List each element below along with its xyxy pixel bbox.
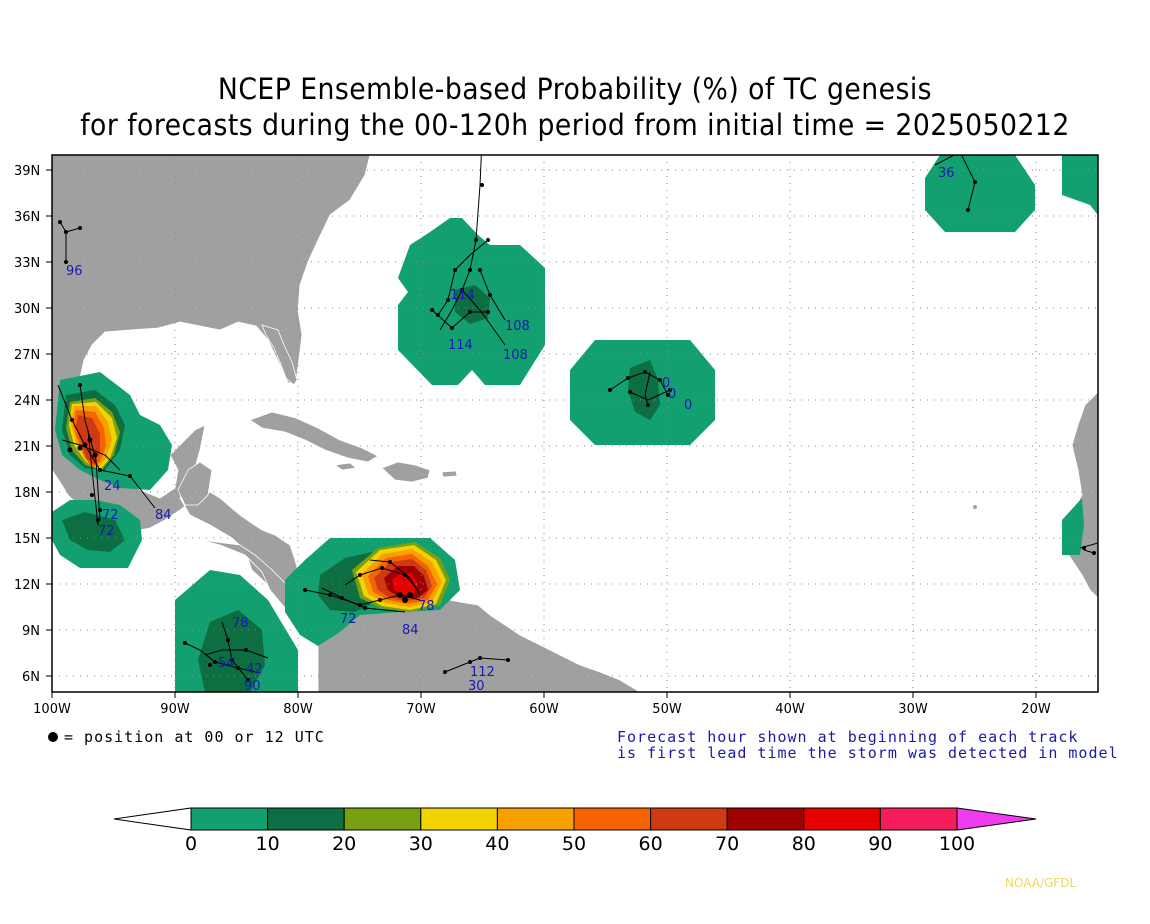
land-yucatan	[177, 461, 213, 506]
colorbar-segment	[879, 807, 958, 831]
hour-label: 54	[218, 656, 235, 671]
lat-label: 33N	[14, 256, 40, 271]
lon-label: 80W	[283, 702, 313, 717]
prob-region-ne-atlantic-10	[925, 155, 1035, 232]
colorbar-segment	[190, 807, 269, 831]
colorbar-label: 30	[409, 833, 433, 855]
lat-label: 15N	[14, 532, 40, 547]
land-canary-islands	[973, 505, 977, 509]
land-hispaniola	[381, 461, 431, 483]
lon-label: 20W	[1021, 702, 1051, 717]
map-frame	[51, 154, 1099, 693]
land-jamaica	[333, 462, 357, 471]
lat-label: 36N	[14, 210, 40, 225]
forecast-note-line2: is first lead time the storm was detecte…	[617, 744, 1119, 762]
colorbar-segment	[650, 807, 728, 831]
colorbar: 0 10 20 30 40 50 60 70 80 90 100	[113, 807, 1037, 855]
colorbar-label: 80	[792, 833, 816, 855]
colorbar-segment	[420, 807, 498, 831]
hour-label: 72	[340, 612, 357, 627]
colorbar-label: 40	[485, 833, 509, 855]
hour-label: 112	[470, 665, 495, 680]
lon-label: 30W	[898, 702, 928, 717]
colorbar-label: 90	[868, 833, 892, 855]
map-content: 96 24 84 72 72 114 108 114 108 0 0 0 36 …	[52, 155, 1098, 694]
lat-label: 12N	[14, 578, 40, 593]
hour-label: 78	[418, 599, 435, 614]
land-florida	[261, 324, 298, 386]
lat-label: 39N	[14, 164, 40, 179]
lon-label: 70W	[406, 702, 436, 717]
colorbar-segment	[267, 807, 345, 831]
hour-label: 114	[448, 338, 473, 353]
credit-label: NOAA/GFDL	[1005, 876, 1077, 890]
colorbar-label: 0	[185, 833, 197, 855]
chart-title-line1: NCEP Ensemble-based Probability (%) of T…	[217, 72, 933, 106]
hour-label: 78	[232, 616, 249, 631]
prob-region-natl-20	[455, 285, 490, 324]
lat-label: 30N	[14, 302, 40, 317]
colorbar-label: 10	[256, 833, 280, 855]
colorbar-segment	[726, 807, 805, 831]
colorbar-label: 70	[715, 833, 739, 855]
lon-label: 60W	[529, 702, 559, 717]
lon-label: 90W	[160, 702, 190, 717]
hour-label: 84	[155, 508, 172, 523]
colorbar-label: 60	[639, 833, 663, 855]
colorbar-segment	[496, 807, 575, 831]
track-position-dots	[58, 180, 1096, 682]
lat-label: 9N	[22, 624, 40, 639]
colorbar-label: 100	[939, 833, 975, 855]
prob-region-mexico-pacific-20	[62, 512, 125, 552]
lat-label: 6N	[22, 670, 40, 685]
lat-label: 27N	[14, 348, 40, 363]
forecast-note-line1: Forecast hour shown at beginning of each…	[617, 728, 1079, 746]
hour-label: 72	[98, 524, 115, 539]
hour-label: 0	[662, 376, 670, 391]
lon-label: 100W	[33, 702, 71, 717]
prob-region-carib-90	[392, 572, 418, 595]
hour-label: 0	[668, 387, 676, 402]
legend-position-dot	[48, 732, 58, 742]
hour-label: 96	[66, 264, 83, 279]
colorbar-label: 20	[332, 833, 356, 855]
latitude-axis: 39N 36N 33N 30N 27N 24N 21N 18N 15N 12N …	[14, 164, 52, 685]
longitude-axis: 100W 90W 80W 70W 60W 50W 40W 30W 20W	[33, 692, 1051, 717]
hour-label: 90	[244, 679, 261, 694]
colorbar-right-arrow	[956, 807, 1037, 831]
lon-label: 50W	[652, 702, 682, 717]
hour-label: 108	[505, 319, 530, 334]
hour-label: 114	[450, 288, 475, 303]
legend-position-note: = position at 00 or 12 UTC	[64, 728, 325, 746]
lat-label: 18N	[14, 486, 40, 501]
lat-label: 21N	[14, 440, 40, 455]
hour-label: 36	[938, 166, 955, 181]
colorbar-segment	[803, 807, 881, 831]
lat-label: 24N	[14, 394, 40, 409]
hour-label: 0	[684, 398, 692, 413]
colorbar-segment	[343, 807, 422, 831]
colorbar-segment	[573, 807, 652, 831]
prob-region-africa-10	[1062, 498, 1084, 555]
hour-label: 108	[503, 348, 528, 363]
land-cuba	[249, 411, 379, 463]
lon-label: 40W	[775, 702, 805, 717]
hour-label: 84	[402, 623, 419, 638]
chart-title-line2: for forecasts during the 00-120h period …	[80, 108, 1070, 142]
hour-label: 42	[246, 662, 263, 677]
hour-label: 24	[104, 479, 121, 494]
colorbar-left-arrow	[113, 807, 192, 831]
land-puerto-rico	[441, 470, 458, 478]
hour-label: 72	[102, 508, 119, 523]
colorbar-label: 50	[562, 833, 586, 855]
hour-label: 30	[468, 679, 485, 694]
